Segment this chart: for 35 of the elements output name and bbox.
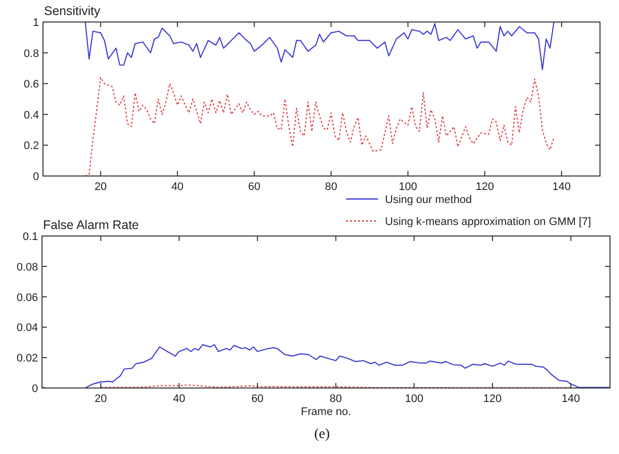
y-tick-label: 0.6	[24, 78, 39, 91]
x-tick-label: 20	[94, 181, 107, 193]
x-tick-label: 60	[251, 393, 264, 405]
chart-title: Sensitivity	[44, 4, 102, 18]
x-tick-label: 80	[330, 393, 342, 405]
legend-label: Using k-means approximation on GMM [7]	[385, 216, 592, 228]
x-tick-label: 120	[483, 393, 502, 405]
x-tick-label: 100	[404, 393, 424, 405]
legend-label: Using our method	[385, 194, 472, 206]
x-tick-label: 40	[172, 393, 186, 405]
y-tick-label: 0	[32, 383, 38, 395]
y-tick-label: 0.04	[16, 322, 38, 334]
x-tick-label: 100	[398, 181, 418, 193]
y-tick-label: 1	[32, 17, 39, 29]
y-tick-label: 0.1	[22, 231, 38, 243]
line-series	[84, 21, 554, 70]
y-tick-label: 0.4	[24, 109, 39, 122]
x-tick-label: 20	[94, 393, 107, 405]
y-tick-label: 0.06	[16, 292, 38, 304]
x-tick-label: 120	[476, 181, 494, 193]
x-tick-label: 60	[248, 181, 260, 193]
line-series	[84, 76, 554, 177]
y-tick-label: 0	[32, 171, 39, 183]
x-tick-label: 80	[324, 181, 338, 193]
line-series	[41, 344, 611, 389]
x-tick-label: 40	[171, 181, 184, 193]
x-axis-title: Frame no.	[300, 406, 352, 418]
x-tick-label: 140	[562, 393, 580, 405]
text: (e)	[314, 427, 330, 442]
y-tick-label: 0.2	[24, 140, 39, 152]
x-tick-label: 140	[552, 181, 571, 193]
y-tick-label: 0.08	[16, 261, 38, 274]
y-tick-label: 0.8	[24, 48, 39, 60]
y-tick-label: 0.02	[16, 352, 38, 365]
chart-title: False Alarm Rate	[43, 218, 139, 232]
